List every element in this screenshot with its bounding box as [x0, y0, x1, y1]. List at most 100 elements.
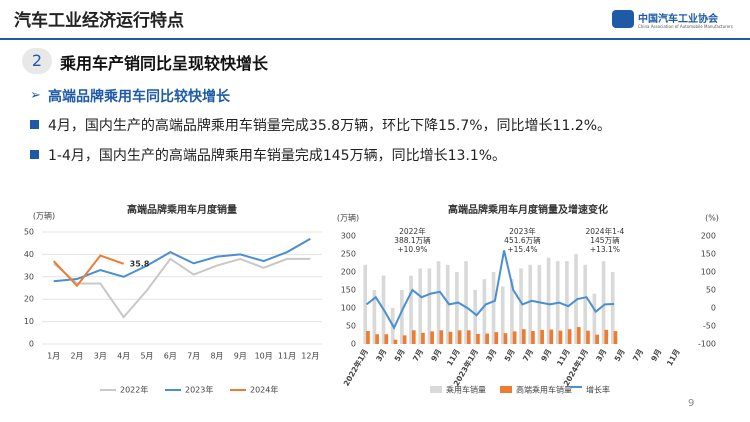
annotation: +15.4% — [507, 245, 537, 254]
annotation: 2022年 — [399, 226, 426, 236]
bar — [604, 329, 609, 344]
x-tick-label: 6月 — [164, 352, 177, 361]
bar — [457, 330, 462, 344]
y-axis-label: (万辆) — [33, 211, 55, 221]
legend-label: 2022年 — [120, 385, 148, 395]
bar — [482, 279, 487, 344]
y-tick-label: 10 — [24, 317, 34, 326]
bar — [491, 272, 496, 344]
chart-title: 高端品牌乘用车月度销量 — [127, 203, 237, 216]
x-tick-label: 1月 — [47, 352, 60, 361]
section-number: 2 — [22, 48, 52, 74]
x-tick-label: 11月 — [665, 348, 682, 368]
legend-swatch — [570, 386, 582, 388]
bar — [549, 329, 554, 344]
bar — [565, 261, 569, 344]
y2-tick-label: -50 — [703, 322, 716, 331]
bar — [586, 330, 590, 344]
bar — [384, 334, 389, 344]
x-tick-label: 7月 — [411, 348, 425, 364]
subheading: 高端品牌乘用车同比较快增长 — [48, 89, 230, 105]
y2-tick-label: 200 — [701, 232, 716, 241]
bar — [466, 330, 471, 344]
x-tick-label: 5月 — [393, 348, 407, 364]
bar — [448, 331, 453, 344]
x-tick-label: 9月 — [429, 348, 443, 364]
bar — [531, 331, 535, 344]
bar — [375, 334, 379, 344]
bar — [476, 333, 480, 344]
bar — [558, 330, 563, 344]
line — [365, 250, 615, 330]
x-tick-label: 5月 — [140, 352, 153, 361]
annotation: +10.9% — [397, 245, 427, 254]
bar — [464, 261, 468, 344]
x-tick-label: 9月 — [234, 352, 247, 361]
y-tick-label: 0 — [351, 340, 356, 349]
bar — [430, 331, 434, 344]
annotation: 388.1万辆 — [394, 235, 431, 245]
bar — [500, 286, 505, 344]
line — [52, 254, 125, 288]
x-tick-label: 11月 — [278, 352, 296, 361]
bullet-mark — [30, 120, 39, 129]
x-tick-label: 7月 — [521, 348, 535, 364]
annotation: 35.8 — [130, 259, 150, 268]
y2-axis-label: (%) — [705, 214, 719, 223]
x-tick-label: 12月 — [301, 352, 319, 361]
bar — [567, 329, 572, 344]
bar — [576, 327, 581, 344]
y-axis-label: (万辆) — [337, 213, 359, 223]
y-tick-label: 250 — [341, 250, 356, 259]
y-tick-label: 150 — [341, 286, 356, 295]
bar — [494, 332, 499, 344]
y-tick-label: 300 — [341, 232, 356, 241]
annotation: 145万辆 — [590, 235, 620, 245]
bar — [372, 290, 377, 344]
bar — [427, 268, 432, 344]
bar — [393, 339, 398, 344]
bar — [601, 261, 606, 344]
y2-tick-label: 50 — [706, 286, 716, 295]
y2-tick-label: 150 — [701, 250, 716, 259]
x-tick-label: 3月 — [94, 352, 107, 361]
bar — [595, 334, 599, 344]
bar — [409, 275, 413, 344]
y-tick-label: 20 — [24, 295, 34, 304]
bar — [418, 268, 423, 344]
legend-swatch — [500, 386, 512, 393]
header-rule — [0, 38, 750, 40]
bar — [400, 290, 404, 344]
bar — [455, 272, 459, 344]
legend-swatch — [430, 386, 442, 393]
x-tick-label: 3月 — [594, 348, 608, 364]
x-tick-label: 5月 — [613, 348, 627, 364]
bar — [485, 333, 489, 344]
x-tick-label: 9月 — [649, 348, 663, 364]
bar — [411, 330, 416, 344]
bar — [521, 329, 526, 344]
line — [53, 237, 311, 283]
y-tick-label: 50 — [24, 228, 34, 237]
y-tick-label: 40 — [24, 250, 34, 259]
chart-title: 高端品牌乘用车月度销量及增速变化 — [448, 203, 608, 216]
y2-tick-label: 0 — [711, 304, 716, 313]
y-tick-label: 100 — [341, 304, 356, 313]
bar — [436, 261, 441, 344]
x-tick-label: 7月 — [187, 352, 200, 361]
x-tick-label: 8月 — [210, 352, 223, 361]
x-tick-label: 3月 — [484, 348, 498, 364]
line — [53, 257, 311, 319]
bar — [503, 333, 508, 344]
bar — [363, 264, 368, 344]
x-tick-label: 11月 — [555, 348, 572, 368]
y-tick-label: 50 — [346, 322, 356, 331]
bar — [583, 264, 588, 344]
y-tick-label: 0 — [29, 340, 34, 349]
x-tick-label: 3月 — [374, 348, 388, 364]
legend-label: 2023年 — [185, 385, 213, 395]
bar — [445, 264, 450, 344]
bullet: 1-4月，国内生产的高端品牌乘用车销量完成145万辆，同比增长13.1%。 — [48, 148, 507, 164]
annotation: 2024年1-4 — [585, 226, 624, 236]
